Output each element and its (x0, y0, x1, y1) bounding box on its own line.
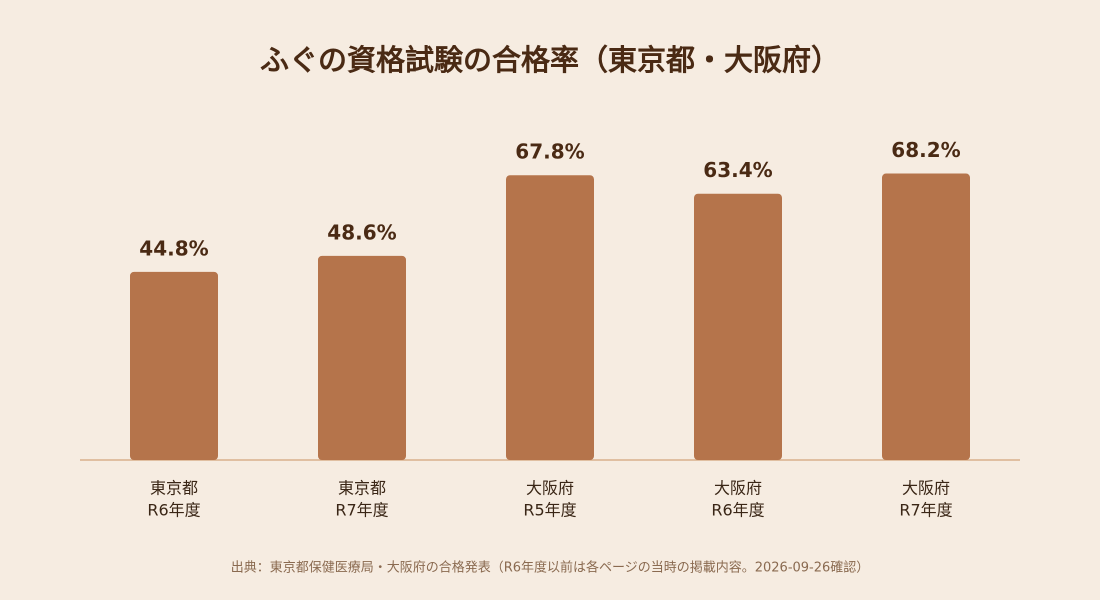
x-tick-label: 東京都 (338, 479, 386, 498)
value-label: 63.4% (703, 158, 772, 182)
value-label: 44.8% (139, 236, 208, 260)
bar (506, 175, 594, 461)
x-tick-label: R6年度 (711, 501, 764, 520)
x-tick-label: R6年度 (147, 501, 200, 520)
value-label: 68.2% (891, 138, 960, 162)
source-note: 出典：東京都保健医療局・大阪府の合格発表（R6年度以前は各ページの当時の掲載内容… (231, 560, 870, 576)
bar (318, 255, 406, 460)
bar (130, 271, 218, 460)
bar (882, 173, 970, 460)
x-tick-label: 大阪府 (902, 479, 950, 498)
x-tick-label: 大阪府 (714, 479, 762, 498)
x-tick-label: 東京都 (150, 479, 198, 498)
value-label: 48.6% (327, 220, 396, 244)
chart-title: ふぐの資格試験の合格率（東京都・大阪府） (260, 43, 840, 77)
bar (694, 193, 782, 460)
x-tick-label: R7年度 (899, 501, 952, 520)
x-tick-label: 大阪府 (526, 479, 574, 498)
x-tick-label: R7年度 (335, 501, 388, 520)
x-tick-label: R5年度 (523, 501, 576, 520)
value-label: 67.8% (515, 140, 584, 164)
